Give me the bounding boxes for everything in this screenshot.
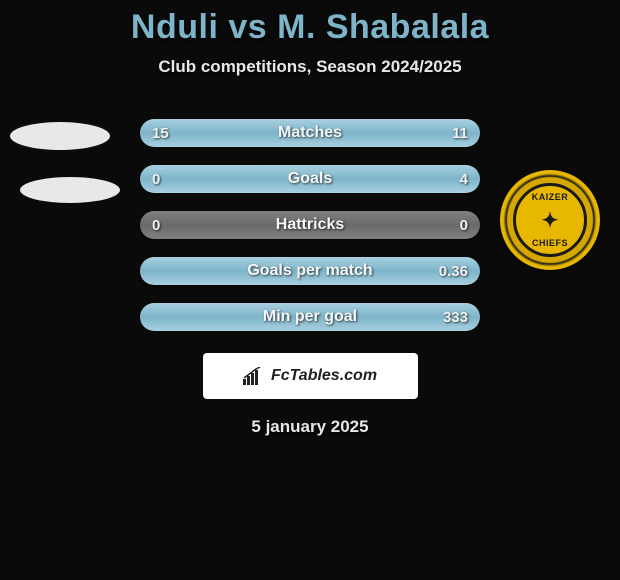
snapshot-date: 5 january 2025 (0, 417, 620, 437)
page-subtitle: Club competitions, Season 2024/2025 (0, 57, 620, 77)
stat-value-left: 0 (152, 171, 160, 188)
team-left-badge-placeholder (20, 177, 120, 203)
stat-label: Matches (278, 124, 342, 142)
stat-value-right: 0 (460, 217, 468, 234)
chief-head-icon: ✦ (542, 208, 559, 233)
page-title: Nduli vs M. Shabalala (0, 8, 620, 47)
stat-label: Min per goal (263, 308, 357, 326)
stat-row: 0 Hattricks 0 (140, 211, 480, 239)
team-right-badge-inner: KAIZER ✦ CHIEFS (513, 183, 587, 257)
stat-value-left: 15 (152, 125, 169, 142)
stat-label: Hattricks (276, 216, 344, 234)
stat-value-right: 4 (460, 171, 468, 188)
stat-row: Goals per match 0.36 (140, 257, 480, 285)
branding-text: FcTables.com (271, 367, 377, 385)
badge-text-top: KAIZER (532, 192, 569, 202)
stat-row: Min per goal 333 (140, 303, 480, 331)
stat-bars: 15 Matches 11 0 Goals 4 0 Hattricks 0 Goals per m… (140, 119, 480, 331)
bar-chart-icon (243, 367, 265, 385)
stat-value-right: 11 (452, 125, 468, 142)
stat-row: 0 Goals 4 (140, 165, 480, 193)
stat-value-left: 0 (152, 217, 160, 234)
badge-text-bottom: CHIEFS (532, 238, 568, 248)
branding-box: FcTables.com (203, 353, 418, 399)
team-right-badge: KAIZER ✦ CHIEFS (500, 170, 600, 270)
player-left-photo-placeholder (10, 122, 110, 150)
stat-value-right: 0.36 (439, 263, 468, 280)
stat-row: 15 Matches 11 (140, 119, 480, 147)
stat-value-right: 333 (443, 309, 468, 326)
stat-label: Goals (288, 170, 332, 188)
stat-label: Goals per match (247, 262, 372, 280)
